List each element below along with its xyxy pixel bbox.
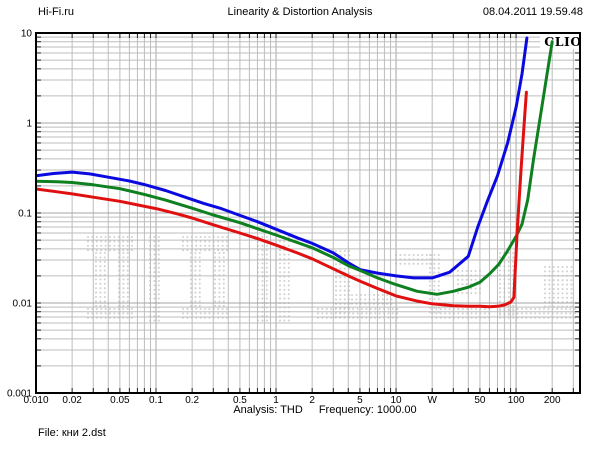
y-tick-label: 0.1 <box>18 209 32 220</box>
x-tick-label: 0.1 <box>149 395 163 406</box>
x-tick-label: W <box>427 395 437 406</box>
x-tick-label: 5 <box>357 395 363 406</box>
x-tick-label: 0.010 <box>23 395 48 406</box>
analysis-frequency-label: Frequency: 1000.00 <box>318 404 417 416</box>
x-tick-label: 1 <box>273 395 279 406</box>
timestamp: 08.04.2011 19.59.48 <box>482 6 583 18</box>
trace-green <box>36 40 554 296</box>
clio-logo-text: CLIO <box>544 34 581 49</box>
analysis-type-label: Analysis: THD <box>233 404 303 416</box>
page-title: Linearity & Distortion Analysis <box>227 6 373 18</box>
x-tick-label: 2 <box>309 395 315 406</box>
x-tick-label: 100 <box>508 395 525 406</box>
x-axis-labels: 0.010 0.02 0.05 0.1 0.2 0.5 1 2 5 10 W 50 100 200 <box>23 395 560 406</box>
file-name-label: File: кни 2.dst <box>38 427 106 439</box>
analysis-info: Analysis: THD Frequency: 1000.00 <box>233 404 416 416</box>
x-tick-label: 0.05 <box>110 395 130 406</box>
site-label: Hi-Fi.ru <box>38 6 75 18</box>
y-tick-label: 10 <box>21 29 33 40</box>
x-tick-label: 0.2 <box>185 395 199 406</box>
x-tick-label: 0.5 <box>233 395 247 406</box>
series-traces <box>36 36 554 309</box>
grid-lines <box>35 32 580 394</box>
y-tick-label: 0.01 <box>13 299 33 310</box>
plot-border <box>35 32 581 394</box>
x-tick-label: 0.02 <box>62 395 82 406</box>
trace-red <box>36 90 528 309</box>
x-tick-label: 200 <box>544 395 561 406</box>
y-axis-labels: 10 1 0.1 0.01 0.001 <box>7 29 32 400</box>
y-tick-label: 0.001 <box>7 389 32 400</box>
x-tick-label: 50 <box>474 395 486 406</box>
trace-blue <box>36 36 529 280</box>
x-tick-label: 10 <box>390 395 402 406</box>
y-tick-label: 1 <box>26 119 32 130</box>
